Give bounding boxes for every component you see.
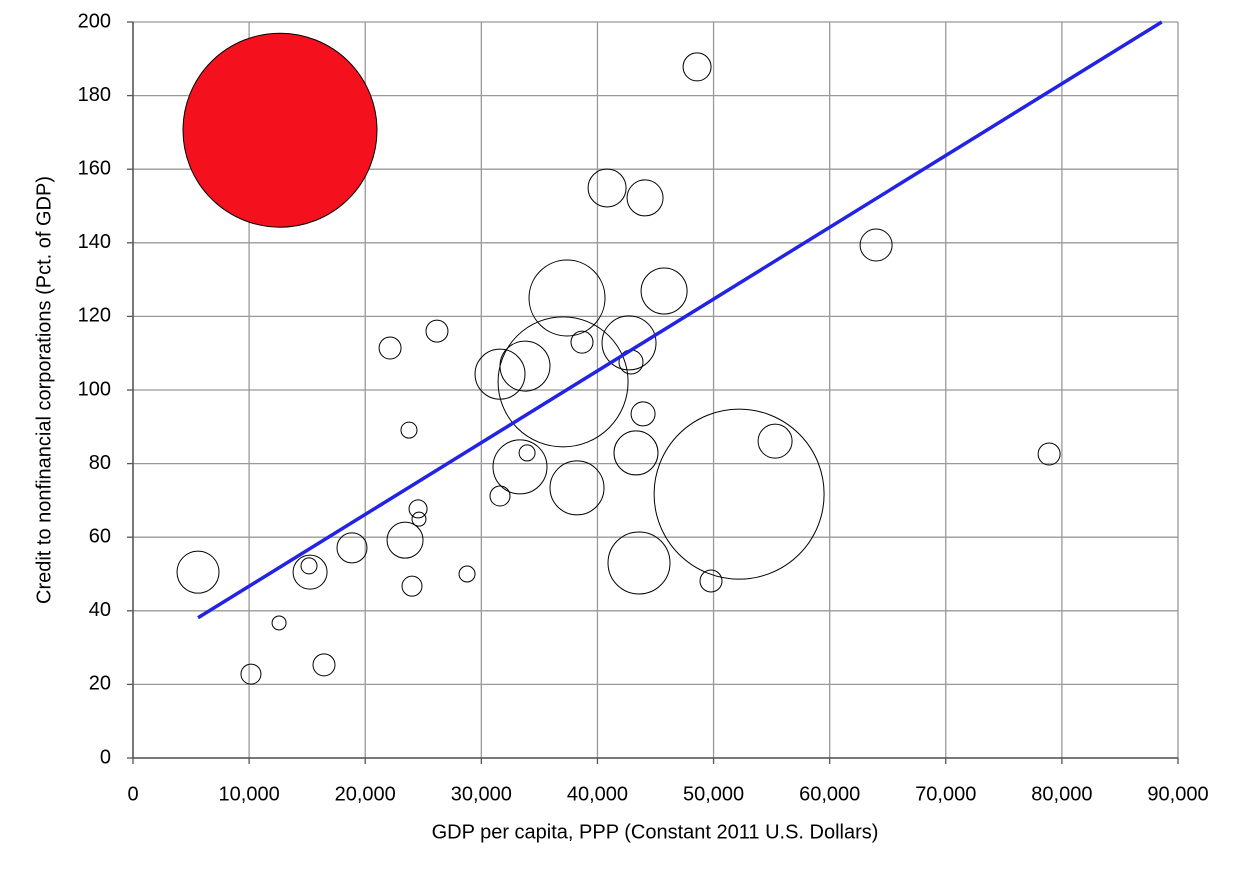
x-tick-label: 80,000 [1031, 783, 1092, 805]
y-tick-label: 180 [78, 84, 111, 106]
bubble [549, 460, 605, 516]
y-tick-label: 100 [78, 378, 111, 400]
x-tick-label: 40,000 [567, 783, 628, 805]
bubble [492, 439, 548, 495]
x-tick-label: 70,000 [915, 783, 976, 805]
bubble [292, 554, 328, 590]
x-tick-label: 0 [127, 783, 138, 805]
bubble [378, 336, 402, 360]
bubble [626, 179, 664, 217]
x-tick-label: 10,000 [219, 783, 280, 805]
y-tick-label: 200 [78, 10, 111, 32]
bubble [757, 423, 793, 459]
bubble [401, 575, 423, 597]
trend-line [197, 20, 1163, 620]
bubble [613, 430, 659, 476]
bubble [425, 319, 449, 343]
bubble [682, 52, 712, 82]
y-tick-label: 40 [89, 599, 111, 621]
bubble [182, 32, 378, 228]
bubble [474, 348, 526, 400]
bubble [400, 421, 418, 439]
bubble [653, 408, 825, 580]
bubble [300, 557, 318, 575]
x-tick-label: 30,000 [451, 783, 512, 805]
y-tick-label: 60 [89, 525, 111, 547]
y-tick-label: 140 [78, 231, 111, 253]
bubble [497, 316, 629, 448]
y-tick-label: 80 [89, 452, 111, 474]
bubble [336, 532, 368, 564]
x-tick-label: 20,000 [335, 783, 396, 805]
bubble [601, 315, 657, 371]
y-tick-label: 20 [89, 673, 111, 695]
bubble [271, 615, 287, 631]
bubble [699, 569, 723, 593]
y-axis-label: Credit to nonfinancial corporations (Pct… [33, 176, 55, 604]
bubble [640, 267, 688, 315]
bubble [607, 531, 671, 595]
bubble [489, 485, 511, 507]
y-tick-label: 120 [78, 305, 111, 327]
x-tick-label: 60,000 [799, 783, 860, 805]
bubble [408, 499, 428, 519]
y-tick-label: 0 [100, 746, 111, 768]
bubble [411, 511, 427, 527]
bubble [458, 565, 476, 583]
bubble [587, 168, 627, 208]
y-tick-label: 160 [78, 157, 111, 179]
x-axis-label: GDP per capita, PPP (Constant 2011 U.S. … [432, 821, 879, 843]
bubble [176, 550, 220, 594]
bubble [570, 330, 594, 354]
bubble [630, 401, 656, 427]
bubble [859, 228, 893, 262]
bubble [1037, 442, 1061, 466]
x-tick-label: 90,000 [1147, 783, 1208, 805]
bubble [312, 653, 336, 677]
bubble [240, 663, 262, 685]
bubble [528, 259, 606, 337]
x-tick-label: 50,000 [683, 783, 744, 805]
bubble [386, 521, 424, 559]
bubble [518, 444, 536, 462]
